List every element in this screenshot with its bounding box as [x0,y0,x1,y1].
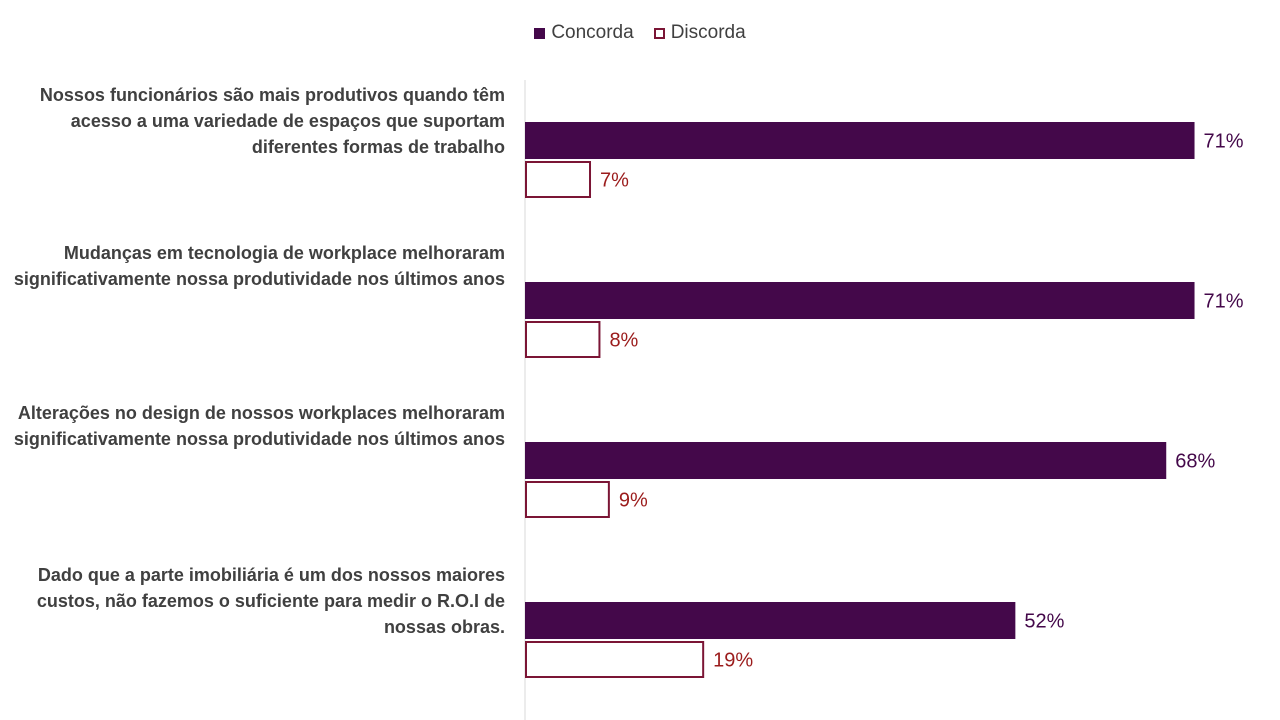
legend: Concorda Discorda [0,22,1280,44]
category-label: Alterações no design de nossos workplace… [13,403,505,449]
value-label-concorda: 52% [1024,611,1064,633]
legend-item-discorda: Discorda [653,22,746,44]
category-label: Nossos funcionários são mais produtivos … [39,85,505,157]
value-label-concorda: 71% [1204,291,1244,313]
legend-swatch-concorda [534,27,546,39]
bar-concorda [525,282,1195,319]
bar-concorda [525,122,1195,159]
bar-discorda [525,641,705,678]
legend-label-discorda: Discorda [670,22,746,43]
value-label-discorda: 8% [609,330,638,352]
value-label-discorda: 7% [600,170,629,192]
category-label: Mudanças em tecnologia de workplace melh… [13,243,505,289]
bar-concorda [525,442,1167,479]
category-label: Dado que a parte imobiliária é um dos no… [36,565,505,637]
bar-discorda [525,321,601,358]
legend-swatch-discorda [653,27,665,39]
legend-label-concorda: Concorda [551,22,634,43]
value-label-discorda: 19% [713,650,753,672]
legend-item-concorda: Concorda [534,22,634,44]
value-label-concorda: 71% [1204,131,1244,153]
bar-concorda [525,602,1016,639]
value-label-concorda: 68% [1175,451,1215,473]
value-label-discorda: 9% [619,490,648,512]
bar-discorda [525,161,592,198]
bar-discorda [525,481,610,518]
